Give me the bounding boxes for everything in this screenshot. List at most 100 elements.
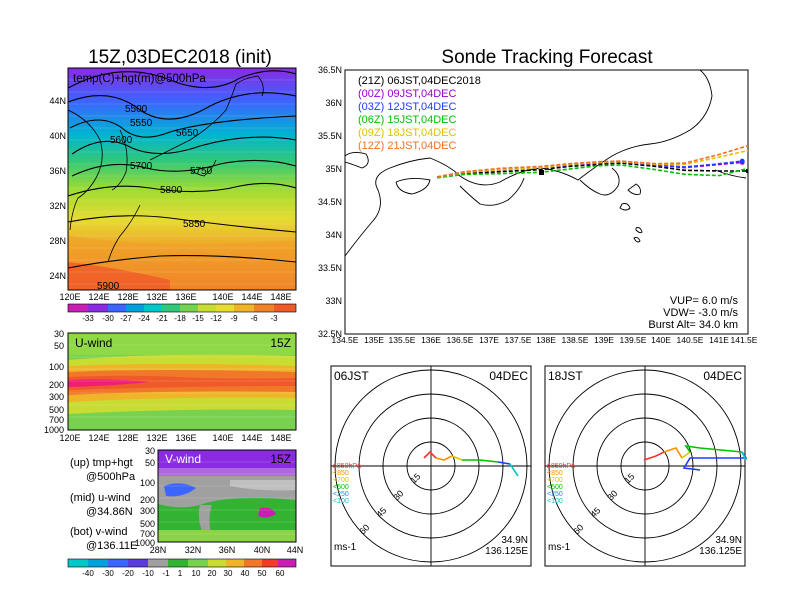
- polar-06-level: <700: [333, 477, 349, 484]
- temp-colorbar-label: -9: [230, 314, 238, 323]
- polar-18-units: ms-1: [548, 542, 571, 553]
- map-lat-label: 24N: [49, 271, 66, 281]
- vwind-colorbar-label: 30: [224, 569, 233, 578]
- track-legend-entry: (06Z) 15JST,04DEC: [358, 114, 456, 126]
- vwind-pressure-label: 700: [140, 529, 155, 539]
- vwind-pressure-label: 200: [140, 495, 155, 505]
- vwind-pressure-label: 500: [140, 519, 155, 529]
- vwind-colorbar-label: 10: [192, 569, 201, 578]
- track-series-line: [436, 149, 748, 178]
- map-lon-label: 144E: [241, 292, 262, 302]
- vwind-pressure-label: 1000: [135, 538, 155, 548]
- track-lon-label: 135E: [364, 335, 384, 345]
- temp-colorbar-label: -18: [174, 314, 186, 323]
- temp-colorbar-label: -3: [270, 314, 278, 323]
- map-lat-label: 44N: [49, 96, 66, 106]
- uwind-lon-label: 124E: [88, 433, 109, 443]
- track-end-point: [739, 158, 745, 164]
- track-legend: (21Z) 06JST,04DEC2018 (00Z) 09JST,04DEC …: [358, 75, 481, 152]
- uwind-lon-label: 140E: [212, 433, 233, 443]
- polar-06-units: ms-1: [334, 542, 357, 553]
- vwind-time: 15Z: [270, 452, 291, 466]
- track-lon-label: 136E: [421, 335, 441, 345]
- polar-06-level: ≥850hPa: [333, 463, 361, 470]
- track-lat-label: 34.5N: [318, 197, 342, 207]
- uwind-title: U-wind: [75, 336, 112, 350]
- track-lat-label: 32.5N: [318, 329, 342, 339]
- track-lat-label: 33N: [325, 296, 342, 306]
- polar-18-lat: 34.9N: [715, 535, 742, 546]
- legend-line: (mid) u-wind: [70, 492, 131, 504]
- temp-colorbar-label: -15: [192, 314, 204, 323]
- track-lon-label: 137.5E: [505, 335, 532, 345]
- vwind-colorbar: -40 -30 -20 -10 -1 1 10 20 30 40 50 60: [67, 558, 297, 578]
- polar-18-level: <250: [547, 491, 563, 498]
- polar-06-level: <850: [333, 470, 349, 477]
- uwind-pressure-label: 200: [49, 380, 64, 390]
- vwind-pressure-label: 30: [145, 446, 155, 456]
- track-lon-label: 140E: [651, 335, 671, 345]
- uwind-time: 15Z: [270, 336, 291, 350]
- vwind-colorbar-label: 20: [208, 569, 217, 578]
- param-vup: VUP= 6.0 m/s: [670, 295, 739, 307]
- temp-colorbar-label: -21: [156, 314, 168, 323]
- track-lon-label: 136.5E: [447, 335, 474, 345]
- track-coastline: [345, 70, 747, 257]
- track-lon-label: 140.5E: [677, 335, 704, 345]
- uwind-pressure-label: 50: [54, 341, 64, 351]
- uwind-pressure-label: 300: [49, 392, 64, 402]
- map-lon-label: 136E: [175, 292, 196, 302]
- polar-06-lat: 34.9N: [501, 535, 528, 546]
- track-end-point: [751, 142, 756, 147]
- polar-18-level: ≥850hPa: [547, 463, 575, 470]
- vwind-pressure-label: 100: [140, 478, 155, 488]
- track-lat-label: 35.5N: [318, 131, 342, 141]
- contour-label-5850: 5850: [183, 219, 206, 230]
- uwind-lon-label: 136E: [175, 433, 196, 443]
- track-lat-label: 35N: [325, 164, 342, 174]
- track-series-line: [436, 162, 748, 179]
- uwind-section: U-wind 15Z 30 50 100 200 300 500 700 100…: [44, 329, 297, 443]
- uwind-lon-label: 148E: [270, 433, 291, 443]
- vwind-colorbar-label: -1: [162, 569, 170, 578]
- map-lon-label: 132E: [146, 292, 167, 302]
- temp-colorbar-label: -33: [82, 314, 94, 323]
- polar-plot-18: 18JST 04DEC 15 30 45 60 ≥850hPa <850 <70…: [544, 365, 748, 567]
- temp-colorbar-label: -27: [120, 314, 132, 323]
- track-legend-entry: (12Z) 21JST,04DEC: [358, 140, 456, 152]
- vwind-pressure-label: 50: [145, 458, 155, 468]
- track-legend-entry: (09Z) 18JST,04DEC: [358, 127, 456, 139]
- height-contours: [68, 70, 296, 269]
- track-lon-label: 137E: [479, 335, 499, 345]
- vwind-colorbar-label: -20: [122, 569, 134, 578]
- temp-height-map: temp(C)+hgt(m)@500hPa 5500 5550 5600 565…: [49, 67, 297, 302]
- map-lon-label: 140E: [212, 292, 233, 302]
- temp-colorbar-label: -24: [138, 314, 150, 323]
- polar-18-level: <700: [547, 477, 563, 484]
- map-lon-label: 148E: [270, 292, 291, 302]
- map-lat-label: 28N: [49, 236, 66, 246]
- map-lon-label: 120E: [59, 292, 80, 302]
- uwind-lon-label: 132E: [146, 433, 167, 443]
- polar-06-level: <250: [333, 491, 349, 498]
- vwind-colorbar-label: 50: [258, 569, 267, 578]
- polar-06-time: 06JST: [334, 369, 369, 383]
- map-subtitle: temp(C)+hgt(m)@500hPa: [73, 73, 206, 85]
- temp-colorbar: -33 -30 -27 -24 -21 -18 -15 -12 -9 -6 -3: [67, 303, 297, 323]
- legend-line: (up) tmp+hgt: [70, 457, 133, 469]
- temp-colorbar-label: -30: [102, 314, 114, 323]
- launch-site-marker: [539, 170, 544, 175]
- vwind-lat-label: 32N: [185, 545, 202, 555]
- track-lat-label: 36.5N: [318, 65, 342, 75]
- temp-colorbar-label: -12: [210, 314, 222, 323]
- uwind-lon-label: 120E: [59, 433, 80, 443]
- contour-label-5650: 5650: [176, 128, 199, 139]
- vwind-lat-label: 44N: [287, 545, 304, 555]
- polar-18-lon: 136.125E: [699, 546, 742, 557]
- param-burst: Burst Alt= 34.0 km: [648, 319, 738, 331]
- track-lon-label: 138E: [536, 335, 556, 345]
- vwind-colorbar-label: 60: [276, 569, 285, 578]
- polar-18-level: <500: [547, 484, 563, 491]
- vwind-colorbar-label: 1: [178, 569, 183, 578]
